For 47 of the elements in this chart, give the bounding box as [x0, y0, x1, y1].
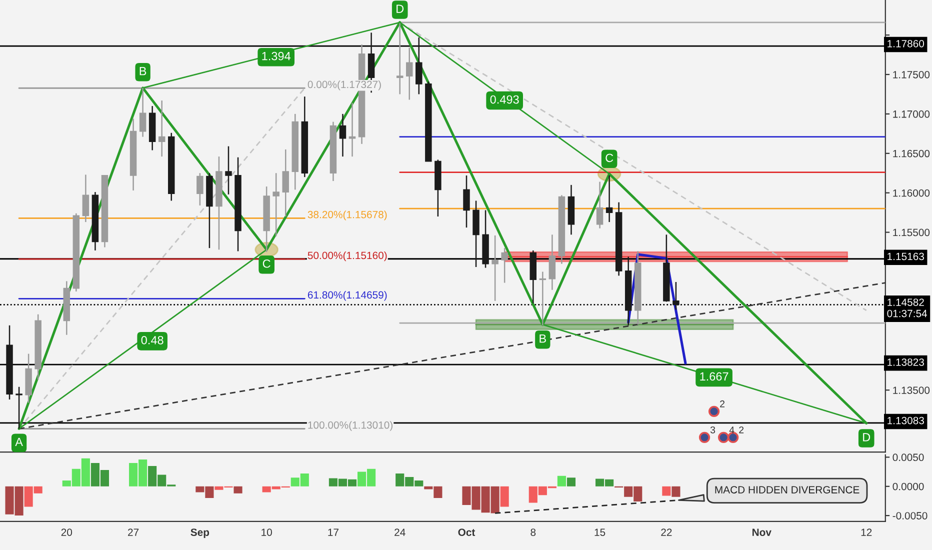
ref-line-label: 1.14582 01:37:54 [887, 298, 928, 318]
y-tick-label: -0.0050 [892, 512, 928, 520]
x-tick-label: 22 [661, 528, 672, 536]
x-tick-label: Sep [190, 528, 210, 538]
x-tick-label: 20 [61, 528, 72, 536]
annotation: 2 [720, 400, 725, 408]
annotation: B [140, 67, 146, 76]
annotation: D [863, 433, 870, 442]
annotation: B [540, 334, 546, 343]
series-label: 0.00%(1.17327) [308, 80, 381, 90]
x-tick-label: 12 [861, 528, 872, 536]
ref-line-label: 1.17860 [888, 40, 924, 48]
x-tick-label: Nov [752, 528, 772, 536]
annotation: A [15, 438, 23, 446]
series-label: 50.00%(1.15160) [308, 251, 387, 262]
annotation: 3 [710, 426, 716, 434]
y-tick-label: 1.17500 [893, 70, 930, 78]
annotation: 0.493 [490, 95, 519, 104]
annotation: 2 [739, 426, 744, 434]
x-tick-label: Oct [458, 528, 476, 536]
series-label: 38.20%(1.15678) [308, 210, 387, 220]
y-tick-label: 1.17000 [893, 110, 930, 118]
y-tick-label: 1.13500 [893, 386, 930, 394]
annotation: MACD HIDDEN DIVERGENCE [715, 486, 860, 494]
annotation: 0.48 [141, 336, 164, 344]
ref-line-label: 1.13083 [888, 416, 924, 424]
y-tick-label: 1.16000 [893, 189, 930, 197]
x-tick-label: 8 [530, 528, 536, 536]
x-tick-label: 27 [128, 528, 139, 536]
y-tick-label: 1.16500 [893, 150, 930, 158]
y-tick-label: 0.0050 [892, 454, 924, 462]
annotation: 4 [729, 426, 734, 434]
x-tick-label: 17 [328, 528, 338, 536]
ref-line-label: 1.13823 [888, 358, 924, 366]
annotation: C [606, 154, 614, 162]
annotation: C [262, 259, 270, 268]
x-tick-label: 15 [594, 528, 606, 536]
ref-line-label: 1.15163 [888, 252, 924, 260]
series-label: 61.80%(1.14659) [308, 291, 387, 301]
y-tick-label: 1.15500 [893, 228, 930, 236]
annotation: 1.667 [700, 372, 728, 381]
annotation: D [396, 4, 404, 13]
annotation: 1.394 [262, 52, 291, 60]
series-label: 100.00%(1.13010) [308, 421, 392, 431]
x-tick-label: 24 [394, 528, 406, 536]
y-tick-label: 0.0000 [892, 482, 924, 490]
x-tick-label: 10 [262, 528, 272, 536]
